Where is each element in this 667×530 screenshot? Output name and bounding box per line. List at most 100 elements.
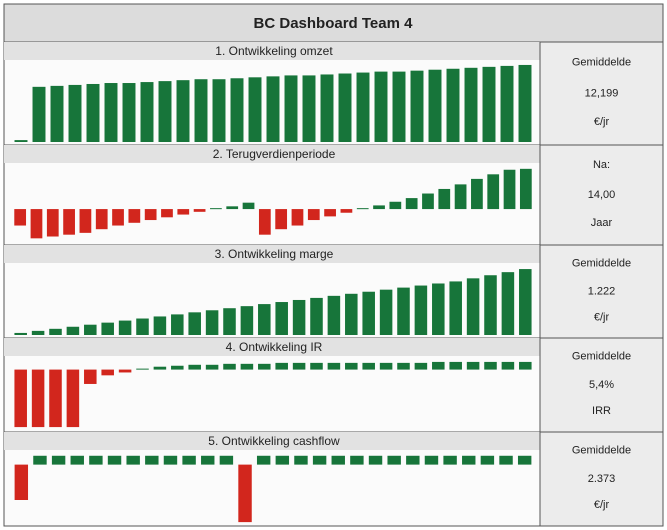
chart-header: [4, 432, 540, 450]
bar: [107, 455, 122, 465]
bar: [310, 362, 323, 370]
bar: [122, 83, 136, 142]
bar: [223, 308, 236, 335]
bar: [487, 174, 500, 210]
bar: [68, 84, 82, 142]
bar: [449, 281, 462, 335]
bar: [422, 193, 434, 210]
bar: [32, 86, 46, 142]
bar: [368, 455, 383, 465]
chart-title: 5. Ontwikkeling cashflow: [208, 434, 340, 448]
bar: [356, 72, 370, 142]
bar: [158, 81, 172, 142]
bar: [379, 289, 393, 335]
bar: [503, 169, 516, 210]
side-panel: [539, 144, 664, 246]
bar: [89, 455, 103, 465]
bar: [466, 278, 480, 335]
bar: [153, 366, 167, 370]
bar: [101, 369, 114, 376]
bar: [118, 320, 132, 335]
side-text: €/jr: [594, 116, 610, 128]
bar: [201, 455, 215, 465]
bar: [145, 455, 159, 465]
bar: [424, 455, 439, 465]
bar: [501, 361, 515, 370]
bar: [462, 455, 476, 465]
bar: [340, 209, 353, 213]
side-text: €/jr: [594, 499, 610, 511]
bar: [387, 455, 401, 465]
side-text: Gemiddelde: [572, 445, 631, 457]
bar: [50, 85, 64, 142]
bar: [256, 455, 271, 465]
bar: [14, 464, 29, 500]
bar: [140, 82, 154, 142]
bar: [188, 364, 201, 370]
bar: [428, 69, 442, 142]
bar: [136, 318, 149, 335]
bar: [392, 71, 406, 142]
bar: [230, 78, 244, 142]
bar: [31, 369, 45, 428]
bar: [49, 369, 62, 428]
bar: [242, 202, 255, 210]
bar: [454, 184, 467, 210]
bar: [223, 363, 236, 370]
bar: [519, 269, 532, 335]
bar: [373, 205, 385, 210]
bar: [33, 455, 47, 465]
bar: [101, 322, 114, 335]
bar: [163, 455, 178, 465]
bar: [397, 362, 410, 370]
bar: [499, 455, 513, 465]
bar: [519, 168, 532, 210]
bar: [238, 464, 252, 523]
bar: [205, 310, 219, 335]
bar: [14, 332, 27, 335]
bar: [136, 368, 149, 370]
bar: [292, 299, 306, 335]
bar: [240, 306, 254, 335]
chart-title: 2. Terugverdienperiode: [213, 147, 336, 161]
chart-header: [4, 245, 540, 263]
bar: [500, 65, 514, 142]
bar: [153, 316, 167, 335]
bar: [307, 209, 320, 221]
bar: [324, 209, 336, 217]
side-text: Jaar: [591, 217, 613, 229]
bar: [30, 209, 43, 239]
side-text: Gemiddelde: [572, 57, 631, 69]
bar: [66, 369, 80, 428]
side-text: Gemiddelde: [572, 258, 631, 270]
bar: [31, 330, 45, 335]
side-text: 5,4%: [589, 379, 614, 391]
bar: [331, 455, 345, 465]
bar: [414, 362, 428, 370]
bar: [327, 362, 341, 370]
bar: [356, 208, 369, 210]
bar: [171, 365, 184, 370]
bar: [275, 302, 288, 335]
bar: [294, 455, 308, 465]
bar: [284, 75, 298, 142]
bar: [414, 285, 428, 335]
title-bar: [3, 3, 664, 43]
bar: [374, 71, 388, 142]
bar: [291, 209, 304, 226]
chart-title: 4. Ontwikkeling IR: [226, 340, 323, 354]
bar: [405, 198, 418, 210]
bar: [379, 362, 393, 370]
chart-title: 1. Ontwikkeling omzet: [215, 44, 333, 58]
bar: [86, 83, 100, 142]
bar: [471, 178, 483, 210]
bar: [188, 312, 201, 335]
bar: [104, 83, 118, 142]
bar: [389, 201, 402, 210]
bar: [397, 287, 410, 335]
dashboard-title: BC Dashboard Team 4: [254, 15, 414, 32]
bar: [449, 361, 462, 370]
bar: [171, 314, 184, 335]
side-text: 1.222: [588, 285, 616, 297]
chart-header: [4, 338, 540, 356]
